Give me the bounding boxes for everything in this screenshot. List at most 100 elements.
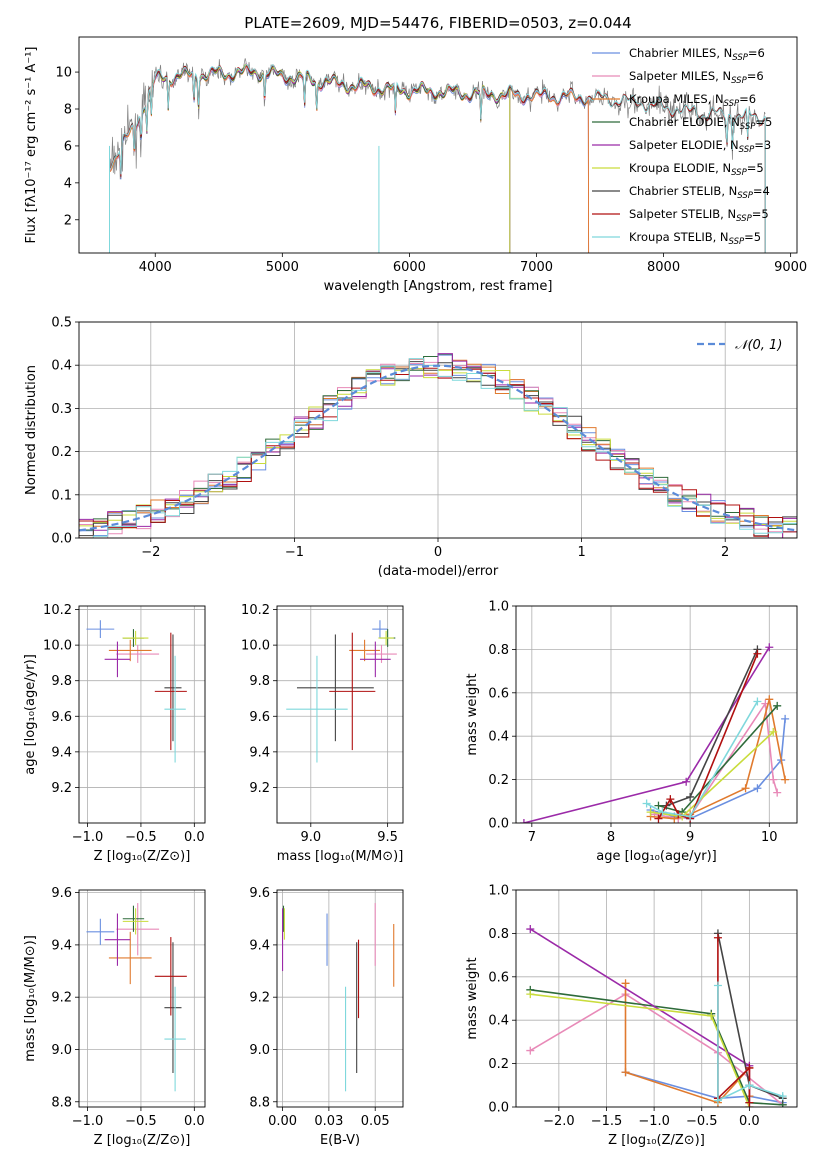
weight-vs-age-frame xyxy=(515,605,798,824)
weight-vs-age-ytick-label: 1.0 xyxy=(488,600,509,615)
spectrum-xlabel: wavelength [Angstrom, rest frame] xyxy=(324,279,553,294)
spectrum-plot-area xyxy=(108,58,766,253)
weight-vs-age-xtick-label: 9 xyxy=(686,830,694,845)
weight-vs-Z-xtick-label: 0.0 xyxy=(739,1114,760,1129)
weight-vs-Z-xlabel: Z [log₁₀(Z/Z⊙)] xyxy=(608,1133,705,1148)
spectrum-legend-label: Kroupa ELODIE, NSSP=5 xyxy=(629,161,764,178)
mass-vs-Z-plot-area xyxy=(86,903,187,1092)
weight-vs-age-xtick-label: 10 xyxy=(761,830,778,845)
mass-vs-EBV-frame xyxy=(276,889,404,1108)
weight-vs-Z-point-marker xyxy=(745,1063,754,1072)
residuals-xtick-label: −1 xyxy=(285,545,304,560)
weight-vs-age-point-marker xyxy=(666,795,675,804)
weight-vs-Z-ytick-label: 0.6 xyxy=(488,970,509,985)
mass-vs-EBV-xtick-label: 0.05 xyxy=(361,1114,390,1129)
mass-vs-Z-frame xyxy=(78,889,206,1108)
weight-vs-Z-point-marker xyxy=(526,925,535,934)
weight-vs-Z-axes: −2.0 −1.5 −1.0 −0.5 0.0 0.0 0.2 0.4 0.6 0.8 1.0 Z [… xyxy=(465,884,798,1148)
age-vs-mass-frame xyxy=(276,605,404,824)
age-vs-Z-ytick-label: 9.2 xyxy=(51,781,72,796)
weight-vs-age-point-marker xyxy=(646,808,655,817)
weight-vs-Z-xtick-label: −1.0 xyxy=(638,1114,670,1129)
weight-vs-age-point-marker xyxy=(773,788,782,797)
residuals-xtick-label: 1 xyxy=(577,545,585,560)
weight-vs-age-ylabel: mass weight xyxy=(465,673,480,755)
weight-vs-age-series-line xyxy=(658,705,778,814)
spectrum-ytick-label: 6 xyxy=(64,139,72,154)
spectrum-legend-label: Salpeter MILES, NSSP=6 xyxy=(629,69,764,86)
mass-vs-Z-axes: −1.0 −0.5 0.0 8.8 9.0 9.2 9.4 9.6 Z [log₁₀(Z/Z⊙)… xyxy=(23,886,206,1148)
age-vs-Z-axes: −1.0 −0.5 0.0 9.2 9.4 9.6 9.8 10.0 10.2 Z [log₁₀(… xyxy=(23,603,206,864)
weight-vs-age-point-marker xyxy=(753,697,762,706)
spectrum-legend-label: Chabrier MILES, NSSP=6 xyxy=(629,46,765,63)
residuals-xlabel: (data-model)/error xyxy=(378,564,499,579)
weight-vs-Z-ytick-label: 1.0 xyxy=(488,884,509,899)
weight-vs-Z-point-marker xyxy=(745,1081,754,1090)
age-vs-mass-xtick-label: 9.0 xyxy=(300,830,321,845)
age-vs-Z-frame xyxy=(78,605,206,824)
spectrum-legend-label: Salpeter ELODIE, NSSP=3 xyxy=(629,138,771,155)
age-vs-Z-ytick-label: 10.0 xyxy=(43,639,72,654)
residuals-frame xyxy=(78,321,798,539)
mass-vs-EBV-ytick-label: 8.8 xyxy=(249,1095,270,1110)
weight-vs-age-point-marker xyxy=(686,812,695,821)
mass-vs-EBV-ytick-label: 9.4 xyxy=(249,938,270,953)
page-title: PLATE=2609, MJD=54476, FIBERID=0503, z=0… xyxy=(244,14,631,32)
age-vs-mass-axes: 9.0 9.5 9.2 9.4 9.6 9.8 10.0 10.2 mass [log₁₀(M/… xyxy=(241,603,404,864)
weight-vs-age-xtick-label: 7 xyxy=(528,830,536,845)
weight-vs-Z-series-line xyxy=(717,933,783,1100)
age-vs-Z-ytick-label: 9.4 xyxy=(51,745,72,760)
weight-vs-Z-series-line xyxy=(717,985,783,1102)
weight-vs-age-point-marker xyxy=(654,801,663,810)
age-vs-mass-ytick-label: 9.6 xyxy=(249,710,270,725)
residuals-ylabel: Normed distribution xyxy=(24,365,39,495)
weight-vs-Z-point-marker xyxy=(713,1096,722,1105)
weight-vs-age-xlabel: age [log₁₀(age/yr)] xyxy=(596,849,717,864)
weight-vs-Z-xtick-label: −1.5 xyxy=(591,1114,623,1129)
mass-vs-EBV-xtick-label: 0.03 xyxy=(314,1114,343,1129)
weight-vs-age-point-marker xyxy=(781,775,790,784)
weight-vs-Z-frame xyxy=(515,889,798,1108)
spectrum-axes: 4000 5000 6000 7000 8000 9000 2 4 6 8 10 wavelength… xyxy=(24,36,807,294)
residuals-xtick-label: 0 xyxy=(434,545,442,560)
weight-vs-Z-xtick-label: −2.0 xyxy=(543,1114,575,1129)
residuals-ytick-label: 0.3 xyxy=(51,402,72,417)
mass-vs-EBV-xlabel: E(B-V) xyxy=(320,1133,360,1148)
spectrum-ytick-label: 8 xyxy=(64,103,72,118)
spectrum-model-line xyxy=(109,64,766,253)
weight-vs-age-point-marker xyxy=(741,784,750,793)
weight-vs-Z-ytick-label: 0.0 xyxy=(488,1101,509,1116)
age-vs-mass-xlabel: mass [log₁₀(M/M⊙)] xyxy=(277,849,404,864)
mass-vs-EBV-xtick-label: 0.00 xyxy=(268,1114,297,1129)
spectrum-ytick-label: 4 xyxy=(64,176,72,191)
age-vs-Z-ytick-label: 10.2 xyxy=(43,603,72,618)
residuals-ytick-label: 0.4 xyxy=(51,359,72,374)
mass-vs-Z-ytick-label: 9.2 xyxy=(51,991,72,1006)
age-vs-Z-ytick-label: 9.8 xyxy=(51,674,72,689)
weight-vs-Z-point-marker xyxy=(707,1011,716,1020)
weight-vs-Z-point-marker xyxy=(745,1098,754,1107)
mass-vs-EBV-plot-area xyxy=(282,903,395,1092)
residuals-ytick-label: 0.0 xyxy=(51,532,72,547)
mass-vs-Z-ytick-label: 9.6 xyxy=(51,886,72,901)
mass-vs-Z-xlabel: Z [log₁₀(Z/Z⊙)] xyxy=(94,1133,191,1148)
spectrum-ylabel: Flux [fλ10⁻¹⁷ erg cm⁻² s⁻¹ A⁻¹] xyxy=(24,47,39,244)
spectrum-xtick-label: 8000 xyxy=(647,260,680,275)
residuals-legend-label: 𝒩(0, 1) xyxy=(735,338,782,353)
mass-vs-EBV-ytick-label: 9.6 xyxy=(249,886,270,901)
residuals-ytick-label: 0.1 xyxy=(51,488,72,503)
weight-vs-Z-series-line xyxy=(529,928,751,1107)
spectrum-xtick-label: 9000 xyxy=(774,260,807,275)
weight-vs-age-point-marker xyxy=(765,695,774,704)
weight-vs-age-point-marker xyxy=(654,814,663,823)
age-vs-mass-ytick-label: 10.0 xyxy=(241,639,270,654)
residuals-axes: −2 −1 0 1 2 0.0 0.1 0.2 0.3 0.4 0.5 (data-model)/er… xyxy=(24,316,798,579)
spectrum-ytick-label: 10 xyxy=(55,66,72,81)
age-vs-Z-ytick-label: 9.6 xyxy=(51,710,72,725)
weight-vs-Z-series-line xyxy=(529,993,784,1106)
spectrum-legend-label: Salpeter STELIB, NSSP=5 xyxy=(629,207,769,224)
mass-vs-EBV-axes: 0.00 0.03 0.05 8.8 9.0 9.2 9.4 9.6 E(B-V) xyxy=(249,886,404,1148)
age-vs-Z-plot-area xyxy=(86,620,187,763)
weight-vs-Z-ytick-label: 0.8 xyxy=(488,927,509,942)
age-vs-mass-ytick-label: 9.2 xyxy=(249,781,270,796)
